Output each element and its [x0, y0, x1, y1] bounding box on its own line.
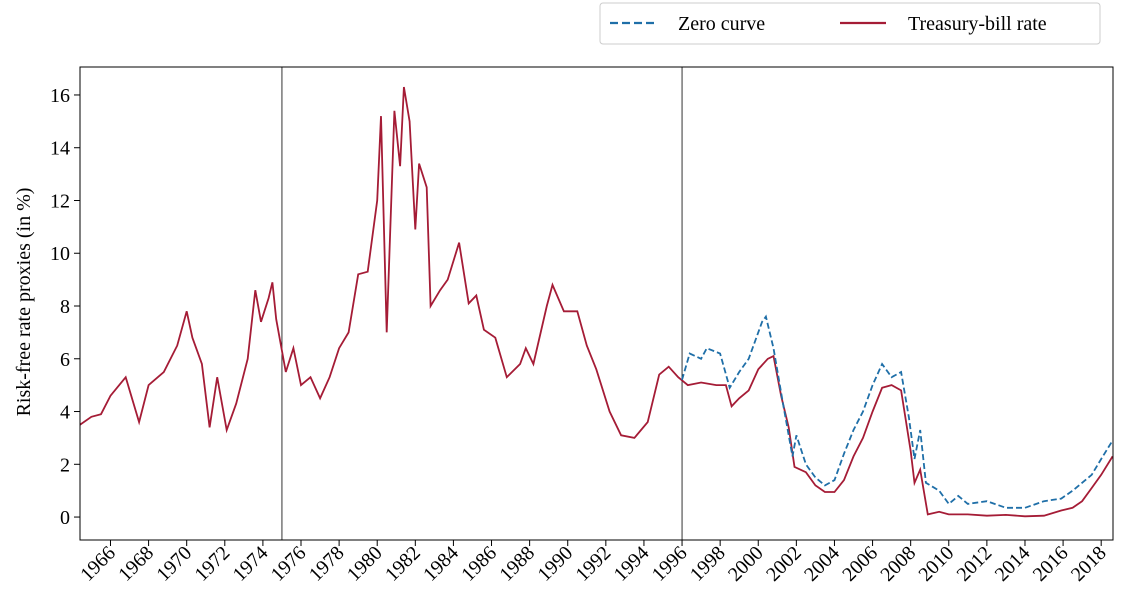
x-tick-label: 2008: [876, 542, 920, 586]
x-tick-label: 1996: [648, 542, 692, 586]
x-tick-label: 1976: [267, 542, 311, 586]
x-tick-label: 2006: [838, 542, 882, 586]
x-tick-label: 2002: [762, 542, 806, 586]
y-tick-label: 12: [50, 190, 70, 212]
x-tick-label: 2004: [800, 542, 844, 586]
x-tick-label: 1968: [114, 542, 158, 586]
y-tick-label: 10: [50, 243, 70, 265]
x-tick-label: 2014: [991, 542, 1035, 586]
x-tick-label: 1994: [610, 542, 654, 586]
x-tick-label: 1998: [686, 542, 730, 586]
y-tick-label: 0: [60, 507, 70, 529]
x-tick-label: 2012: [953, 542, 997, 586]
x-tick-label: 1986: [457, 542, 501, 586]
x-tick-label: 2010: [914, 542, 958, 586]
y-tick-label: 8: [60, 296, 70, 318]
y-tick-label: 14: [50, 138, 70, 160]
x-tick-label: 1978: [305, 542, 349, 586]
x-tick-label: 1984: [419, 542, 463, 586]
x-tick-label: 1988: [495, 542, 539, 586]
y-tick-label: 4: [60, 402, 70, 424]
x-tick-label: 1970: [152, 542, 196, 586]
x-tick-label: 1966: [76, 542, 120, 586]
y-axis-label: Risk-free rate proxies (in %): [13, 188, 35, 417]
x-tick-label: 1980: [343, 542, 387, 586]
x-tick-label: 1972: [190, 542, 234, 586]
x-tick-label: 1982: [381, 542, 425, 586]
data-line: [681, 314, 1114, 509]
legend-label: Zero curve: [678, 13, 765, 35]
y-tick-label: 16: [50, 85, 70, 107]
data-line: [79, 86, 1114, 518]
x-tick-label: 2016: [1029, 542, 1073, 586]
y-tick-label: 6: [60, 349, 70, 371]
x-tick-label: 2018: [1067, 542, 1111, 586]
plot-frame: [79, 66, 1114, 541]
x-tick-label: 1990: [533, 542, 577, 586]
x-tick-label: 1974: [229, 542, 273, 586]
y-tick-label: 2: [60, 454, 70, 476]
x-tick-label: 1992: [572, 542, 616, 586]
x-tick-label: 2000: [724, 542, 768, 586]
legend-label: Treasury-bill rate: [908, 13, 1047, 35]
